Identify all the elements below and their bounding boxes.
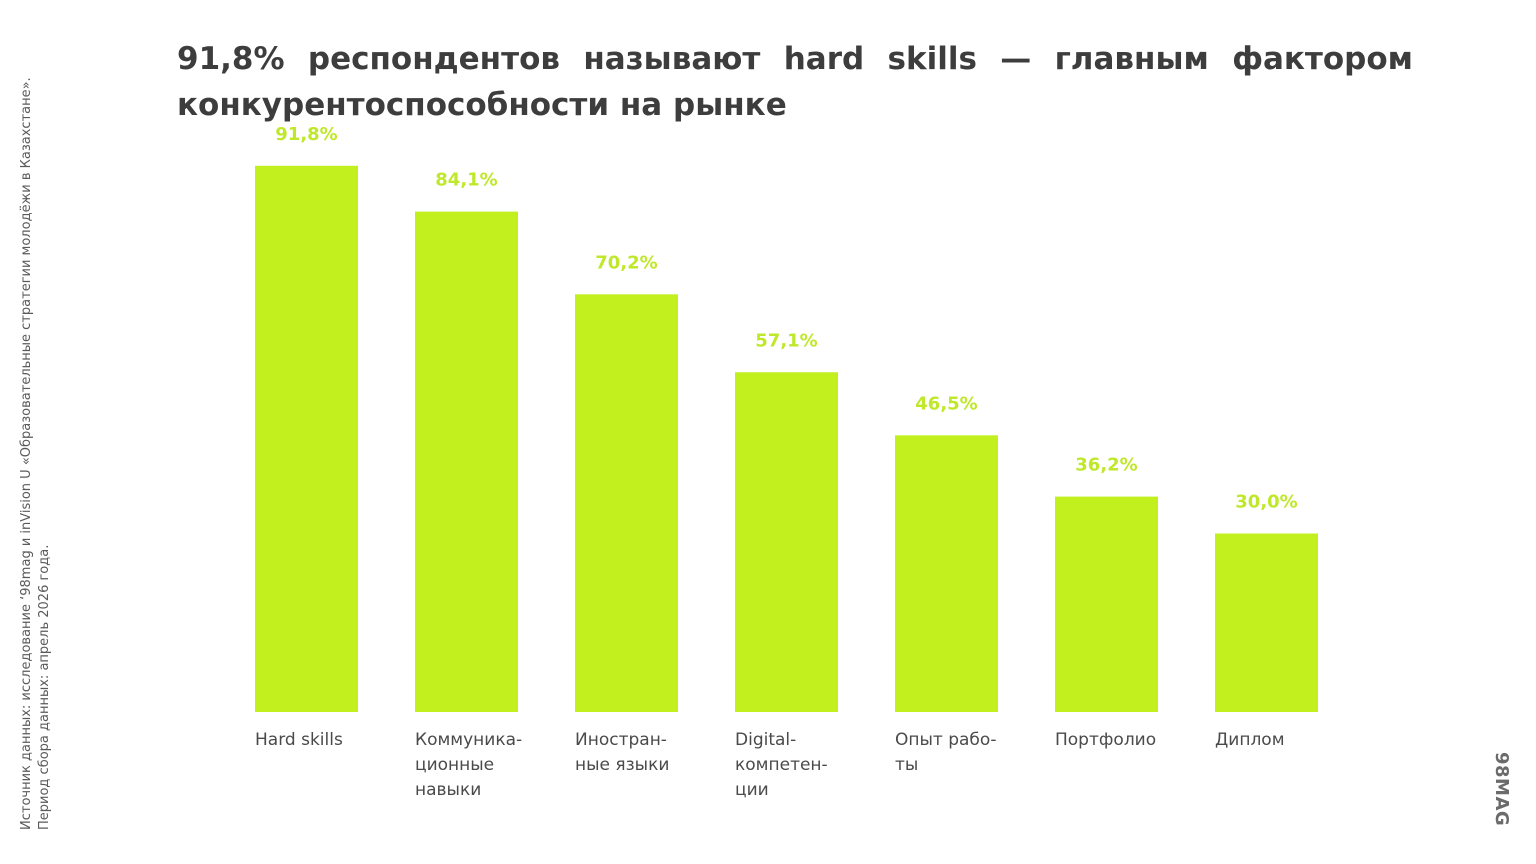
bar-7	[1215, 533, 1318, 712]
category-label-7: Диплом	[1215, 730, 1285, 750]
bar-5	[895, 435, 998, 712]
category-label-5: Опыт рабо-ты	[895, 730, 996, 775]
category-label-1: Hard skills	[255, 730, 343, 750]
value-label-3: 70,2%	[595, 252, 657, 273]
value-label-7: 30,0%	[1235, 492, 1297, 513]
bar-3	[575, 294, 678, 712]
value-label-5: 46,5%	[915, 393, 977, 414]
value-label-2: 84,1%	[435, 170, 497, 191]
bar-4	[735, 372, 838, 712]
chart-title: 91,8% респондентов называют hard skills …	[177, 41, 1413, 123]
bar-2	[415, 211, 518, 713]
bar-6	[1055, 496, 1158, 712]
category-label-3: Иностран-ные языки	[575, 730, 669, 775]
value-label-1: 91,8%	[275, 124, 337, 145]
value-label-4: 57,1%	[755, 330, 817, 351]
bar-1	[255, 165, 358, 713]
category-label-4: Digital-компетен-ции	[735, 730, 828, 800]
category-label-2: Коммуника-ционные навыки	[415, 730, 522, 800]
value-label-6: 36,2%	[1075, 455, 1137, 476]
category-label-6: Портфолио	[1055, 730, 1156, 750]
